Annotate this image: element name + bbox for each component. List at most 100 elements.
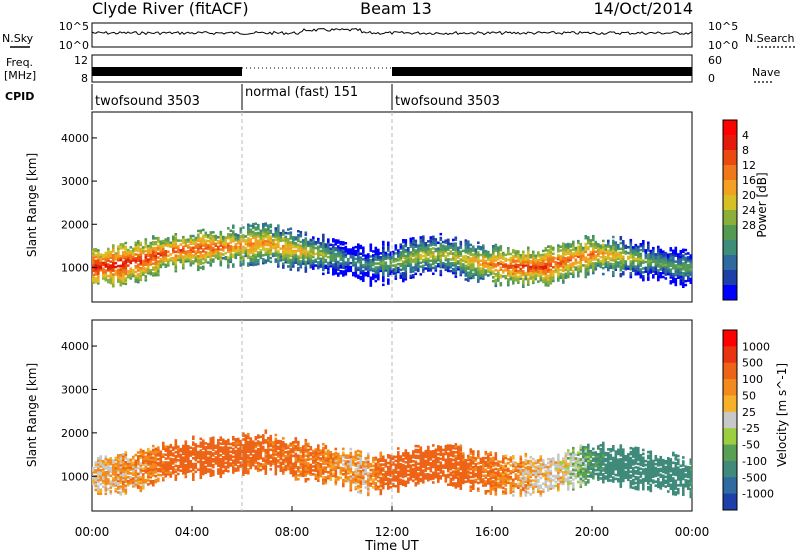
power-cell-1095 [282,246,285,250]
power-cell-487 [174,258,178,261]
velocity-cell-522 [179,461,183,465]
power-cell-3219 [662,254,665,257]
power-cell-2479 [529,269,533,273]
power-cell-3004 [622,255,625,258]
power-cell-2114 [464,256,468,260]
power-cell-3193 [657,247,660,251]
power-cell-464 [169,253,173,256]
velocity-cell-393 [154,459,158,462]
power-cell-440 [164,263,168,267]
velocity-cell-1159 [289,448,293,451]
power-cell-543 [187,256,190,259]
power-cell-1199 [299,256,303,259]
power-cell-961 [259,229,263,232]
power-cell-1864 [419,253,423,257]
power-cell-33 [97,280,100,283]
power-cell-3338 [682,254,685,257]
velocity-cell-98 [107,458,110,462]
velocity-cell-1314 [317,467,320,471]
power-cell-132 [112,244,115,247]
velocity-cell-208 [124,472,128,476]
velocity-cell-1310 [317,475,320,479]
power-cell-874 [247,223,250,226]
power-cell-3274 [672,253,675,256]
power-cell-1590 [372,273,375,276]
velocity-cell-1067 [274,466,278,470]
power-cell-24 [94,265,98,268]
velocity-cell-1325 [317,444,320,447]
velocity-cell-1050 [269,436,273,440]
power-cell-3368 [689,281,693,284]
power-cell-1395 [334,260,338,263]
power-cell-1564 [367,266,370,270]
velocity-cell-237 [129,466,133,469]
velocity-cell-280 [137,462,140,466]
velocity-cell-1184 [294,460,298,464]
power-cell-532 [184,258,188,261]
power-cell-2271 [492,262,495,265]
power-cell-826 [239,242,243,246]
power-cell-2539 [539,259,543,263]
power-cell-1838 [414,253,418,256]
power-cell-3185 [657,263,660,266]
velocity-cell-297 [139,464,143,467]
power-cell-2436 [522,270,525,273]
power-cell-3118 [644,256,648,260]
velocity-cell-728 [217,462,220,465]
power-cell-506 [177,239,180,242]
power-cell-326 [144,255,148,259]
power-cell-850 [244,250,248,254]
power-cell-3170 [654,266,658,270]
power-cell-3370 [689,277,693,281]
velocity-cell-1129 [284,456,288,460]
power-cell-568 [192,256,195,259]
power-cell-1464 [347,269,350,273]
power-cell-1623 [377,258,380,261]
power-cell-1845 [417,269,420,273]
power-cell-234 [129,257,133,261]
velocity-cell-708 [212,452,215,455]
power-cell-140 [114,254,118,257]
power-cell-2970 [617,265,620,268]
velocity-cell-202 [124,486,128,489]
power-cell-3190 [657,253,660,256]
power-cell-1661 [384,267,388,270]
power-cell-2470 [527,254,530,257]
power-cell-2237 [484,261,488,264]
power-cell-436 [162,243,165,247]
velocity-cell-786 [224,440,228,443]
velocity-cell-906 [244,434,248,437]
power-cell-1540 [362,271,365,275]
velocity-cell-549 [184,463,188,467]
power-cell-2255 [489,271,493,274]
power-cell-763 [229,260,233,264]
power-cell-639 [204,258,208,262]
power-cell-146 [117,272,120,276]
velocity-cell-629 [199,460,203,464]
power-cell-1253 [309,264,313,267]
velocity-cell-1343 [322,470,325,473]
power-cell-2671 [562,263,565,267]
power-cell-27 [94,259,98,263]
power-cell-0 [92,281,95,284]
velocity-cell-826 [234,467,238,470]
power-cell-1610 [374,254,378,257]
velocity-cell-1257 [307,477,310,481]
power-cell-1900 [424,243,428,247]
power-cell-1081 [279,239,283,243]
velocity-cell-1501 [349,453,353,457]
power-cell-2193 [477,262,480,266]
power-cell-1714 [394,265,398,269]
power-cell-832 [239,229,243,232]
power-cell-2166 [472,259,475,262]
power-cell-2364 [509,270,513,273]
velocity-cell-408 [157,454,160,457]
velocity-cell-953 [254,465,258,468]
power-cell-2961 [614,256,618,260]
velocity-cell-1124 [284,468,288,472]
power-cell-3166 [652,246,655,250]
velocity-cell-429 [162,469,165,472]
power-cell-2172 [472,245,475,248]
velocity-cell-1176 [294,478,298,481]
power-cell-2488 [532,277,535,281]
